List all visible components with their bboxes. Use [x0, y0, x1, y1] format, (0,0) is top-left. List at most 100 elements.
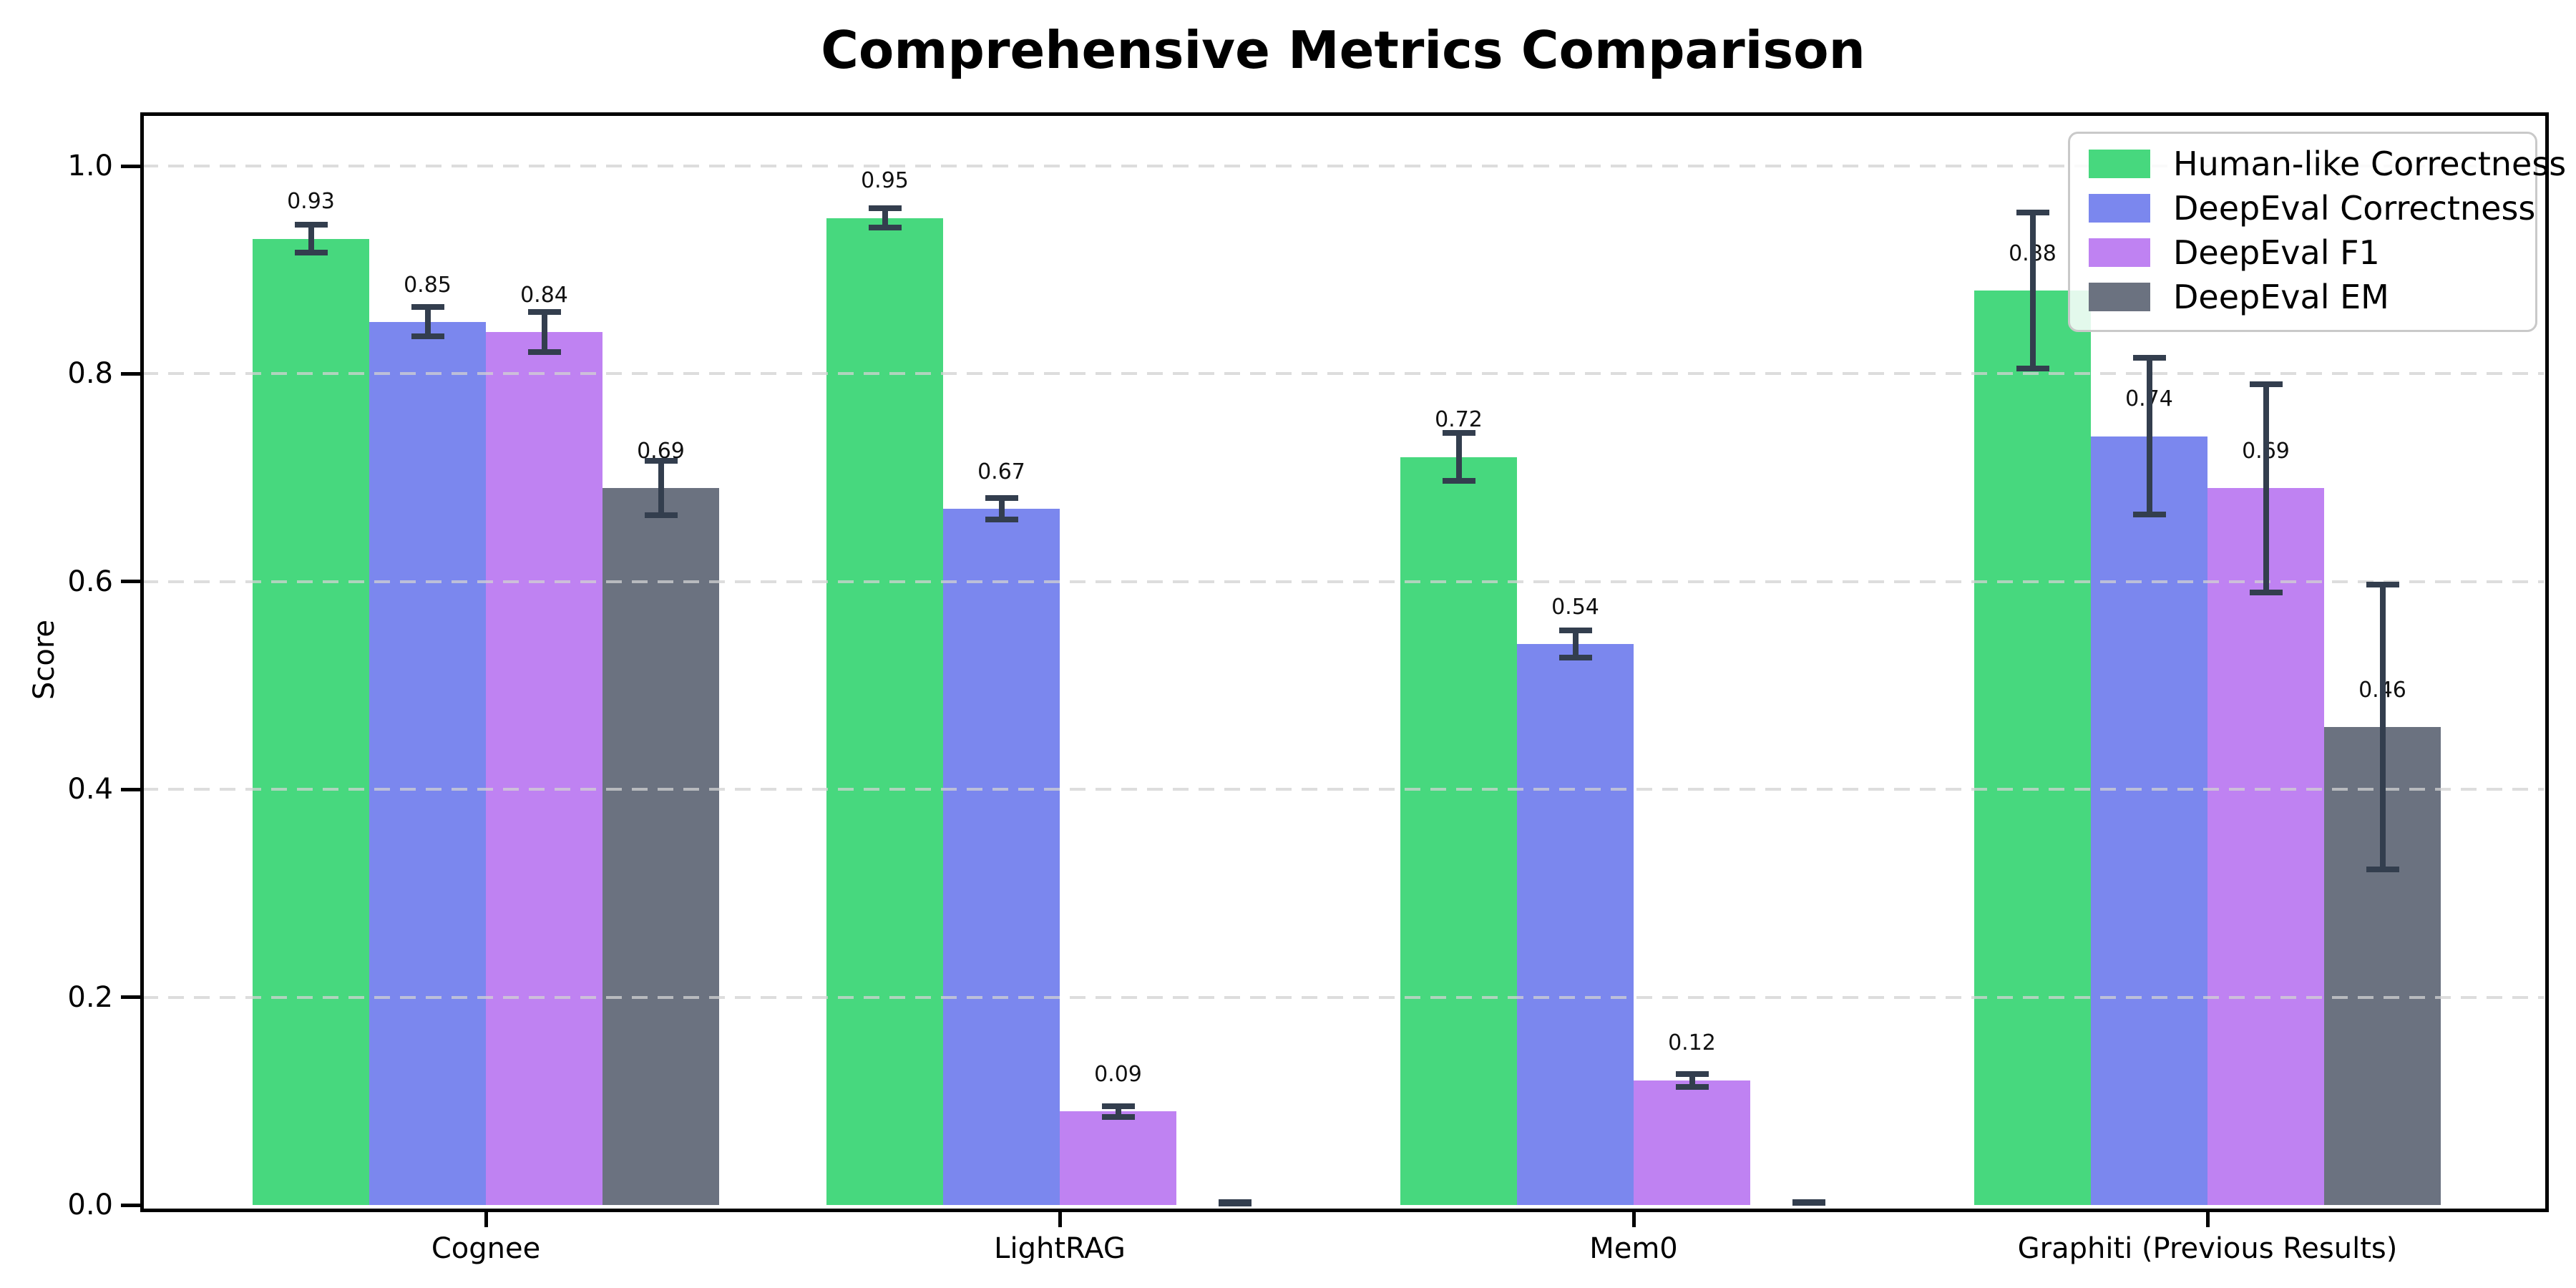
error-bar-cap-top [2249, 381, 2283, 387]
bar-value-label: 0.95 [861, 168, 909, 194]
error-bar-stem [882, 205, 888, 231]
bar [602, 488, 719, 1205]
error-bar-cap-top [1101, 1103, 1135, 1109]
x-tick-label-2: LightRAG [994, 1232, 1126, 1265]
y-tick-label: 0.4 [67, 773, 113, 806]
error-bar-cap-top [2016, 209, 2049, 215]
legend-label: DeepEval F1 [2173, 233, 2380, 272]
error-bar [644, 458, 678, 519]
bar [2207, 488, 2324, 1205]
error-bar-cap-bottom [2016, 366, 2049, 372]
error-bar-stem [998, 495, 1005, 523]
legend-color-swatch [2089, 194, 2150, 223]
error-bar-cap-top [527, 309, 561, 316]
error-bar-cap-bottom [2366, 867, 2399, 873]
y-tick-mark [121, 371, 142, 376]
error-bar-cap-bottom [1218, 1199, 1252, 1205]
legend-item-2: DeepEval Correctness [2070, 188, 2535, 228]
error-bar-cap-bottom [1101, 1113, 1135, 1120]
error-bar-cap-top [294, 222, 328, 228]
bar [486, 332, 602, 1205]
legend-color-swatch [2089, 150, 2150, 178]
error-bar [868, 205, 902, 231]
error-bar-stem [658, 458, 664, 519]
error-bar-cap-bottom [868, 225, 902, 231]
x-tick-label-1: Cognee [431, 1232, 541, 1265]
error-bar-cap-bottom [1442, 478, 1475, 484]
y-tick-mark [121, 995, 142, 1000]
error-bar [294, 222, 328, 255]
bar-value-label: 0.85 [404, 272, 452, 298]
bar [943, 509, 1060, 1205]
gridline-y-1.0 [142, 165, 2544, 167]
error-bar [1558, 627, 1592, 661]
x-tick-mark [484, 1209, 488, 1227]
error-bar [2366, 581, 2399, 873]
error-bar-cap-bottom [294, 249, 328, 255]
legend-color-swatch [2089, 238, 2150, 267]
y-tick-label: 0.2 [67, 980, 113, 1014]
error-bar-stem [1689, 1070, 1695, 1090]
error-bar-cap-bottom [2132, 511, 2166, 517]
y-tick-label: 0.6 [67, 565, 113, 598]
y-tick-mark [121, 580, 142, 584]
error-bar-cap-top [644, 458, 678, 464]
x-tick-label-4: Graphiti (Previous Results) [2017, 1232, 2398, 1265]
bar [826, 218, 943, 1205]
legend-label: DeepEval EM [2173, 278, 2389, 316]
legend-item-4: DeepEval EM [2070, 277, 2535, 317]
error-bar-cap-bottom [1675, 1083, 1709, 1090]
error-bar-cap-top [2132, 355, 2166, 361]
error-bar-stem [2379, 581, 2386, 873]
legend: Human-like Correctness DeepEval Correctne… [2068, 132, 2566, 332]
error-bar [411, 304, 444, 340]
bar [1400, 457, 1517, 1205]
error-bar [2249, 381, 2283, 595]
gridline-y-0.4 [142, 788, 2544, 791]
gridline-y-0.2 [142, 995, 2544, 999]
error-bar-stem [2263, 381, 2269, 595]
error-bar-stem [541, 309, 547, 356]
error-bar-cap-top [985, 495, 1018, 502]
legend-item-1: Human-like Correctness [2070, 144, 2566, 184]
x-tick-mark [2205, 1209, 2210, 1227]
bar [2091, 436, 2207, 1205]
chart-title: Comprehensive Metrics Comparison [821, 20, 1865, 80]
legend-label: Human-like Correctness [2173, 145, 2567, 183]
legend-color-swatch [2089, 283, 2150, 311]
error-bar-stem [2029, 209, 2036, 372]
y-tick-mark [121, 164, 142, 168]
error-bar-cap-top [2366, 581, 2399, 587]
gridline-y-0.8 [142, 372, 2544, 376]
error-bar-cap-bottom [985, 517, 1018, 523]
error-bar-stem [1572, 627, 1579, 661]
bar [1060, 1111, 1176, 1205]
error-bar [2016, 209, 2049, 372]
error-bar [2132, 355, 2166, 517]
error-bar-cap-top [868, 205, 902, 212]
y-tick-label: 0.0 [67, 1189, 113, 1221]
bar-value-label: 0.54 [1551, 594, 1599, 620]
error-bar [1101, 1103, 1135, 1120]
y-tick-mark [121, 1203, 142, 1207]
y-tick-label: 0.8 [67, 357, 113, 391]
bar-value-label: 0.72 [1435, 407, 1483, 433]
legend-item-3: DeepEval F1 [2070, 233, 2535, 273]
error-bar-cap-bottom [527, 349, 561, 356]
bar [253, 238, 369, 1205]
x-tick-mark [1058, 1209, 1062, 1227]
gridline-y-0.6 [142, 580, 2544, 583]
error-bar-cap-bottom [411, 333, 444, 340]
bar-value-label: 0.09 [1094, 1062, 1142, 1088]
error-bar-cap-top [411, 304, 444, 311]
bar [1517, 643, 1634, 1205]
y-axis-label: Score [28, 619, 61, 701]
error-bar [985, 495, 1018, 523]
error-bar-stem [308, 222, 314, 255]
x-tick-mark [1631, 1209, 1636, 1227]
bar-value-label: 0.84 [520, 283, 568, 308]
error-bar-stem [424, 304, 431, 340]
legend-label: DeepEval Correctness [2173, 189, 2536, 228]
error-bar [1792, 1199, 1825, 1206]
